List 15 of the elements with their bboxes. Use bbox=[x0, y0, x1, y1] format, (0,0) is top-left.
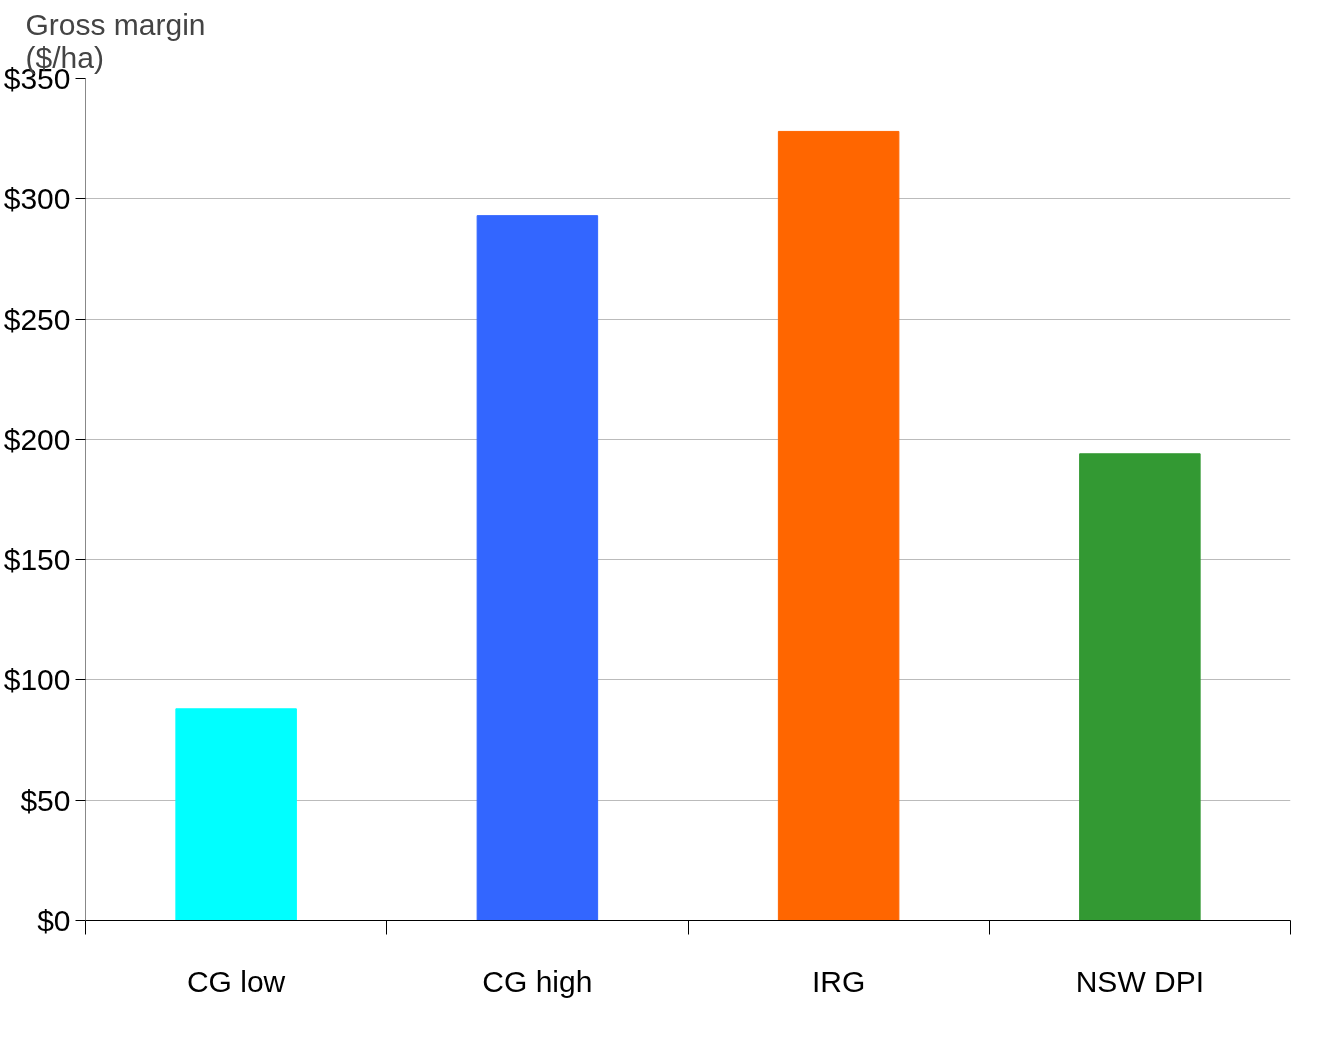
x-tick-label: IRG bbox=[811, 964, 866, 998]
y-tick-label: $50 bbox=[20, 783, 71, 817]
y-tick-label: $150 bbox=[3, 543, 71, 577]
bar bbox=[175, 708, 297, 921]
x-tick-label: CG low bbox=[186, 964, 286, 998]
x-tick-label: NSW DPI bbox=[1075, 964, 1205, 998]
x-tick-label: CG high bbox=[482, 964, 593, 998]
y-tick-label: $300 bbox=[3, 182, 71, 216]
y-tick-label: $100 bbox=[3, 663, 71, 697]
y-tick-label: $250 bbox=[3, 302, 71, 336]
bar bbox=[476, 215, 599, 921]
bar bbox=[777, 130, 900, 921]
bar bbox=[1079, 453, 1201, 921]
y-tick-label: $0 bbox=[37, 904, 71, 937]
y-tick-label: $200 bbox=[3, 422, 71, 456]
